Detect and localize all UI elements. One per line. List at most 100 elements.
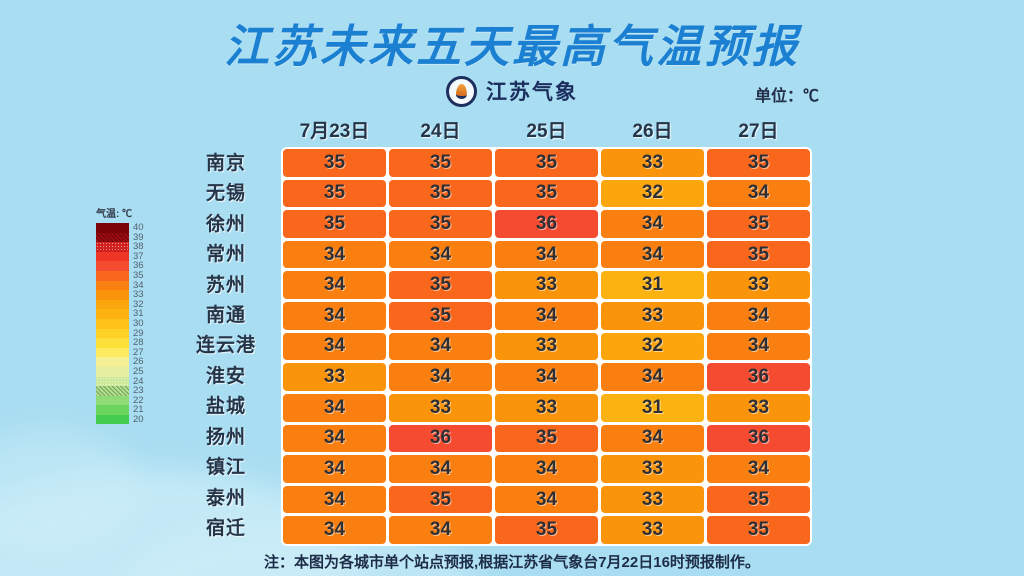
legend-swatch <box>96 242 129 252</box>
city-label: 淮安 <box>205 365 246 387</box>
legend-entry: 36 <box>96 261 144 271</box>
legend-swatch <box>96 223 129 233</box>
temperature-cell: 35 <box>495 516 598 544</box>
legend-temp-label: 36 <box>133 260 144 272</box>
legend-entry: 39 <box>96 232 144 243</box>
temperature-cell: 34 <box>707 179 810 208</box>
city-label: 南通 <box>205 304 246 326</box>
legend-swatch <box>96 280 129 291</box>
legend-temp-label: 21 <box>133 404 144 416</box>
temperature-cell: 34 <box>601 424 704 453</box>
legend-entry: 38 <box>96 242 144 252</box>
temperature-cell: 34 <box>601 240 704 269</box>
day-column-header: 25日 <box>526 121 567 142</box>
legend-swatch <box>96 405 129 415</box>
legend-temp-label: 33 <box>133 289 144 301</box>
legend-temp-label: 23 <box>133 385 144 397</box>
legend-entry: 23 <box>96 386 144 396</box>
legend-swatch <box>96 357 129 367</box>
temperature-cell: 34 <box>283 240 386 269</box>
legend-entry: 29 <box>96 327 144 339</box>
legend-entry: 37 <box>96 252 144 262</box>
temperature-cell: 34 <box>707 302 810 330</box>
temperature-cell: 34 <box>707 332 810 361</box>
temperature-cell: 33 <box>707 271 810 300</box>
temperature-cell: 35 <box>707 149 810 177</box>
legend-temp-label: 25 <box>133 365 144 377</box>
legend-temp-label: 40 <box>133 222 144 233</box>
legend-temp-label: 26 <box>133 356 144 368</box>
temperature-cell: 34 <box>283 516 386 544</box>
city-label: 扬州 <box>205 426 246 448</box>
temperature-cell: 34 <box>283 455 386 483</box>
legend-swatch <box>96 395 129 406</box>
legend-swatch <box>96 309 129 319</box>
legend-temp-label: 22 <box>133 394 144 406</box>
day-column-header: 27日 <box>738 121 779 142</box>
temperature-cell: 35 <box>389 210 492 238</box>
temperature-cell: 34 <box>283 393 386 422</box>
temperature-cell: 33 <box>495 332 598 361</box>
legend-swatch <box>96 270 129 281</box>
legend-entry: 31 <box>96 309 144 319</box>
temperature-cell: 35 <box>389 485 492 514</box>
temperature-cell: 33 <box>495 393 598 422</box>
temperature-cell: 31 <box>601 271 704 300</box>
temperature-cell: 34 <box>601 210 704 238</box>
legend-temp-label: 34 <box>133 279 144 291</box>
legend-swatch <box>96 376 129 387</box>
legend-swatch <box>96 347 129 358</box>
legend-entry: 28 <box>96 338 144 348</box>
temperature-cell: 35 <box>707 485 810 514</box>
legend-temp-label: 29 <box>133 327 144 339</box>
city-label: 宿迁 <box>205 518 246 540</box>
temperature-cell: 33 <box>601 302 704 330</box>
temperature-cell: 34 <box>389 363 492 391</box>
temperature-cell: 35 <box>707 516 810 544</box>
temperature-grid: 35 35 35 33 35 35 35 35 32 34 35 35 36 34 35 34 34 34 34 35… <box>281 147 812 546</box>
temperature-cell: 36 <box>389 424 492 453</box>
legend-temp-label: 27 <box>133 346 144 358</box>
temperature-cell: 35 <box>283 149 386 177</box>
day-column-header: 24日 <box>420 121 461 142</box>
temperature-cell: 34 <box>495 240 598 269</box>
legend-entry: 20 <box>96 415 144 425</box>
temperature-cell: 34 <box>495 455 598 483</box>
cloud-shape <box>0 430 140 550</box>
city-label: 盐城 <box>205 396 246 418</box>
legend-temp-label: 31 <box>133 308 144 320</box>
legend-swatch <box>96 251 129 262</box>
legend-entry: 34 <box>96 279 144 291</box>
temperature-cell: 34 <box>283 332 386 361</box>
legend-temp-label: 38 <box>133 241 144 253</box>
temperature-cell: 34 <box>601 363 704 391</box>
temperature-cell: 35 <box>389 149 492 177</box>
temperature-cell: 34 <box>389 516 492 544</box>
temperature-cell: 34 <box>283 271 386 300</box>
legend-swatch <box>96 261 129 271</box>
legend-temp-label: 20 <box>133 413 144 425</box>
temperature-cell: 36 <box>495 210 598 238</box>
temperature-cell: 33 <box>601 485 704 514</box>
temperature-cell: 34 <box>283 302 386 330</box>
temperature-cell: 33 <box>601 149 704 177</box>
flame-sail-icon <box>455 83 468 99</box>
temperature-cell: 33 <box>495 271 598 300</box>
legend-entry: 30 <box>96 319 144 329</box>
temperature-cell: 35 <box>389 179 492 208</box>
temperature-cell: 35 <box>495 424 598 453</box>
temperature-cell: 34 <box>495 485 598 514</box>
legend-entry: 24 <box>96 376 144 387</box>
legend-swatch <box>96 366 129 377</box>
temperature-cell: 35 <box>283 179 386 208</box>
temperature-cell: 35 <box>495 149 598 177</box>
legend-swatch <box>96 328 129 339</box>
brand-name: 江苏气象 <box>486 81 578 104</box>
legend-temp-label: 30 <box>133 317 144 329</box>
legend-swatch <box>96 232 129 243</box>
legend-swatch <box>96 290 129 300</box>
temperature-cell: 36 <box>707 424 810 453</box>
legend-swatch <box>96 386 129 396</box>
legend-temp-label: 28 <box>133 337 144 349</box>
footer-note: 注：本图为各城市单个站点预报,根据江苏省气象台7月22日16时预报制作。 <box>264 554 760 571</box>
